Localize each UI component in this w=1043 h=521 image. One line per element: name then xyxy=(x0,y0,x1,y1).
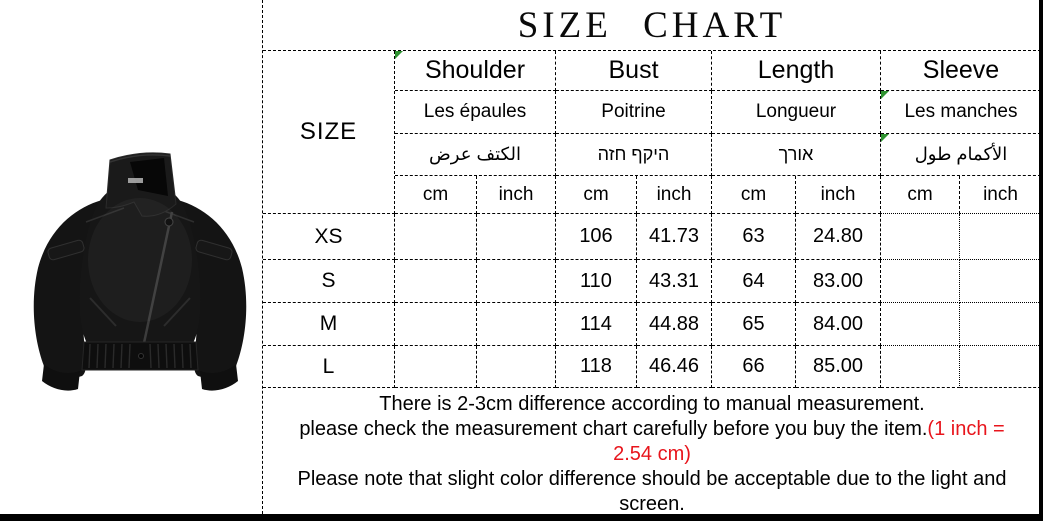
note-line-3-red: 2.54 cm) xyxy=(613,443,691,465)
image-bottom-black-bar xyxy=(0,514,1043,521)
note-line-2-black: please check the measurement chart caref… xyxy=(299,418,928,440)
excel-flag-icon xyxy=(881,91,889,99)
unit-header-shoulder-inch: inch xyxy=(477,176,556,214)
cell-s-shoulder-cm xyxy=(395,260,477,303)
image-right-black-edge xyxy=(1039,0,1043,521)
unit-header-shoulder-cm: cm xyxy=(395,176,477,214)
cell-m-length-cm: 65 xyxy=(712,303,796,346)
note-line-1: There is 2-3cm difference according to m… xyxy=(379,393,925,415)
cell-s-length-cm: 64 xyxy=(712,260,796,303)
row-label-xs: XS xyxy=(263,214,395,260)
row-label-m: M xyxy=(263,303,395,346)
unit-header-length-cm: cm xyxy=(712,176,796,214)
col-header-length: Length xyxy=(712,51,881,91)
size-chart-table: SIZE Shoulder Bust Length Sleeve Les épa… xyxy=(263,50,1041,388)
cell-m-sleeve-cm xyxy=(881,303,960,346)
cell-l-shoulder-inch xyxy=(477,346,556,388)
header-size: SIZE xyxy=(263,51,395,214)
cell-s-bust-cm: 110 xyxy=(556,260,637,303)
cell-xs-sleeve-cm xyxy=(881,214,960,260)
cell-s-sleeve-inch xyxy=(960,260,1041,303)
product-photo-pane xyxy=(0,0,262,514)
cell-m-sleeve-inch xyxy=(960,303,1041,346)
col-header-bust: Bust xyxy=(556,51,712,91)
jacket-image xyxy=(33,152,247,391)
unit-header-bust-cm: cm xyxy=(556,176,637,214)
sheet-left-border xyxy=(262,0,263,514)
unit-header-sleeve-cm: cm xyxy=(881,176,960,214)
cell-l-bust-inch: 46.46 xyxy=(637,346,712,388)
cell-s-shoulder-inch xyxy=(477,260,556,303)
cell-m-bust-inch: 44.88 xyxy=(637,303,712,346)
cell-xs-sleeve-inch xyxy=(960,214,1041,260)
row-label-s: S xyxy=(263,260,395,303)
cell-m-shoulder-cm xyxy=(395,303,477,346)
cell-l-shoulder-cm xyxy=(395,346,477,388)
cell-xs-bust-inch: 41.73 xyxy=(637,214,712,260)
row-label-l: L xyxy=(263,346,395,388)
cell-xs-length-cm: 63 xyxy=(712,214,796,260)
cell-s-bust-inch: 43.31 xyxy=(637,260,712,303)
subheader-fr-shoulder: Les épaules xyxy=(395,91,556,134)
subheader-fr-sleeve-label: Les manches xyxy=(904,101,1018,122)
col-header-shoulder-label: Shoulder xyxy=(424,56,526,84)
cell-l-bust-cm: 118 xyxy=(556,346,637,388)
cell-m-bust-cm: 114 xyxy=(556,303,637,346)
cell-xs-length-inch: 24.80 xyxy=(796,214,881,260)
subheader-rtl-length: אורך xyxy=(712,134,881,176)
note-line-2: please check the measurement chart caref… xyxy=(263,417,1041,442)
cell-l-length-inch: 85.00 xyxy=(796,346,881,388)
subheader-rtl-shoulder: الكتف عرض xyxy=(395,134,556,176)
cell-l-length-cm: 66 xyxy=(712,346,796,388)
unit-header-bust-inch: inch xyxy=(637,176,712,214)
measurement-notes: There is 2-3cm difference according to m… xyxy=(263,387,1041,515)
cell-l-sleeve-cm xyxy=(881,346,960,388)
cell-xs-shoulder-inch xyxy=(477,214,556,260)
subheader-rtl-bust: היקף חזה xyxy=(556,134,712,176)
unit-header-sleeve-inch: inch xyxy=(960,176,1041,214)
subheader-fr-sleeve: Les manches xyxy=(881,91,1041,134)
page-title: SIZE CHART xyxy=(517,4,787,46)
col-header-sleeve: Sleeve xyxy=(881,51,1041,91)
col-header-shoulder: Shoulder xyxy=(395,51,556,91)
cell-xs-shoulder-cm xyxy=(395,214,477,260)
subheader-fr-bust: Poitrine xyxy=(556,91,712,134)
note-line-2-red: (1 inch = xyxy=(927,418,1005,440)
note-line-4: Please note that slight color difference… xyxy=(297,468,1007,515)
unit-header-length-inch: inch xyxy=(796,176,881,214)
cell-l-sleeve-inch xyxy=(960,346,1041,388)
subheader-fr-length: Longueur xyxy=(712,91,881,134)
subheader-rtl-sleeve: الأكمام طول xyxy=(881,134,1041,176)
cell-s-length-inch: 83.00 xyxy=(796,260,881,303)
excel-flag-icon xyxy=(881,134,889,142)
subheader-rtl-sleeve-label: الأكمام طول xyxy=(914,144,1008,164)
cell-xs-bust-cm: 106 xyxy=(556,214,637,260)
cell-m-shoulder-inch xyxy=(477,303,556,346)
cell-m-length-inch: 84.00 xyxy=(796,303,881,346)
cell-s-sleeve-cm xyxy=(881,260,960,303)
excel-flag-icon xyxy=(395,51,403,59)
